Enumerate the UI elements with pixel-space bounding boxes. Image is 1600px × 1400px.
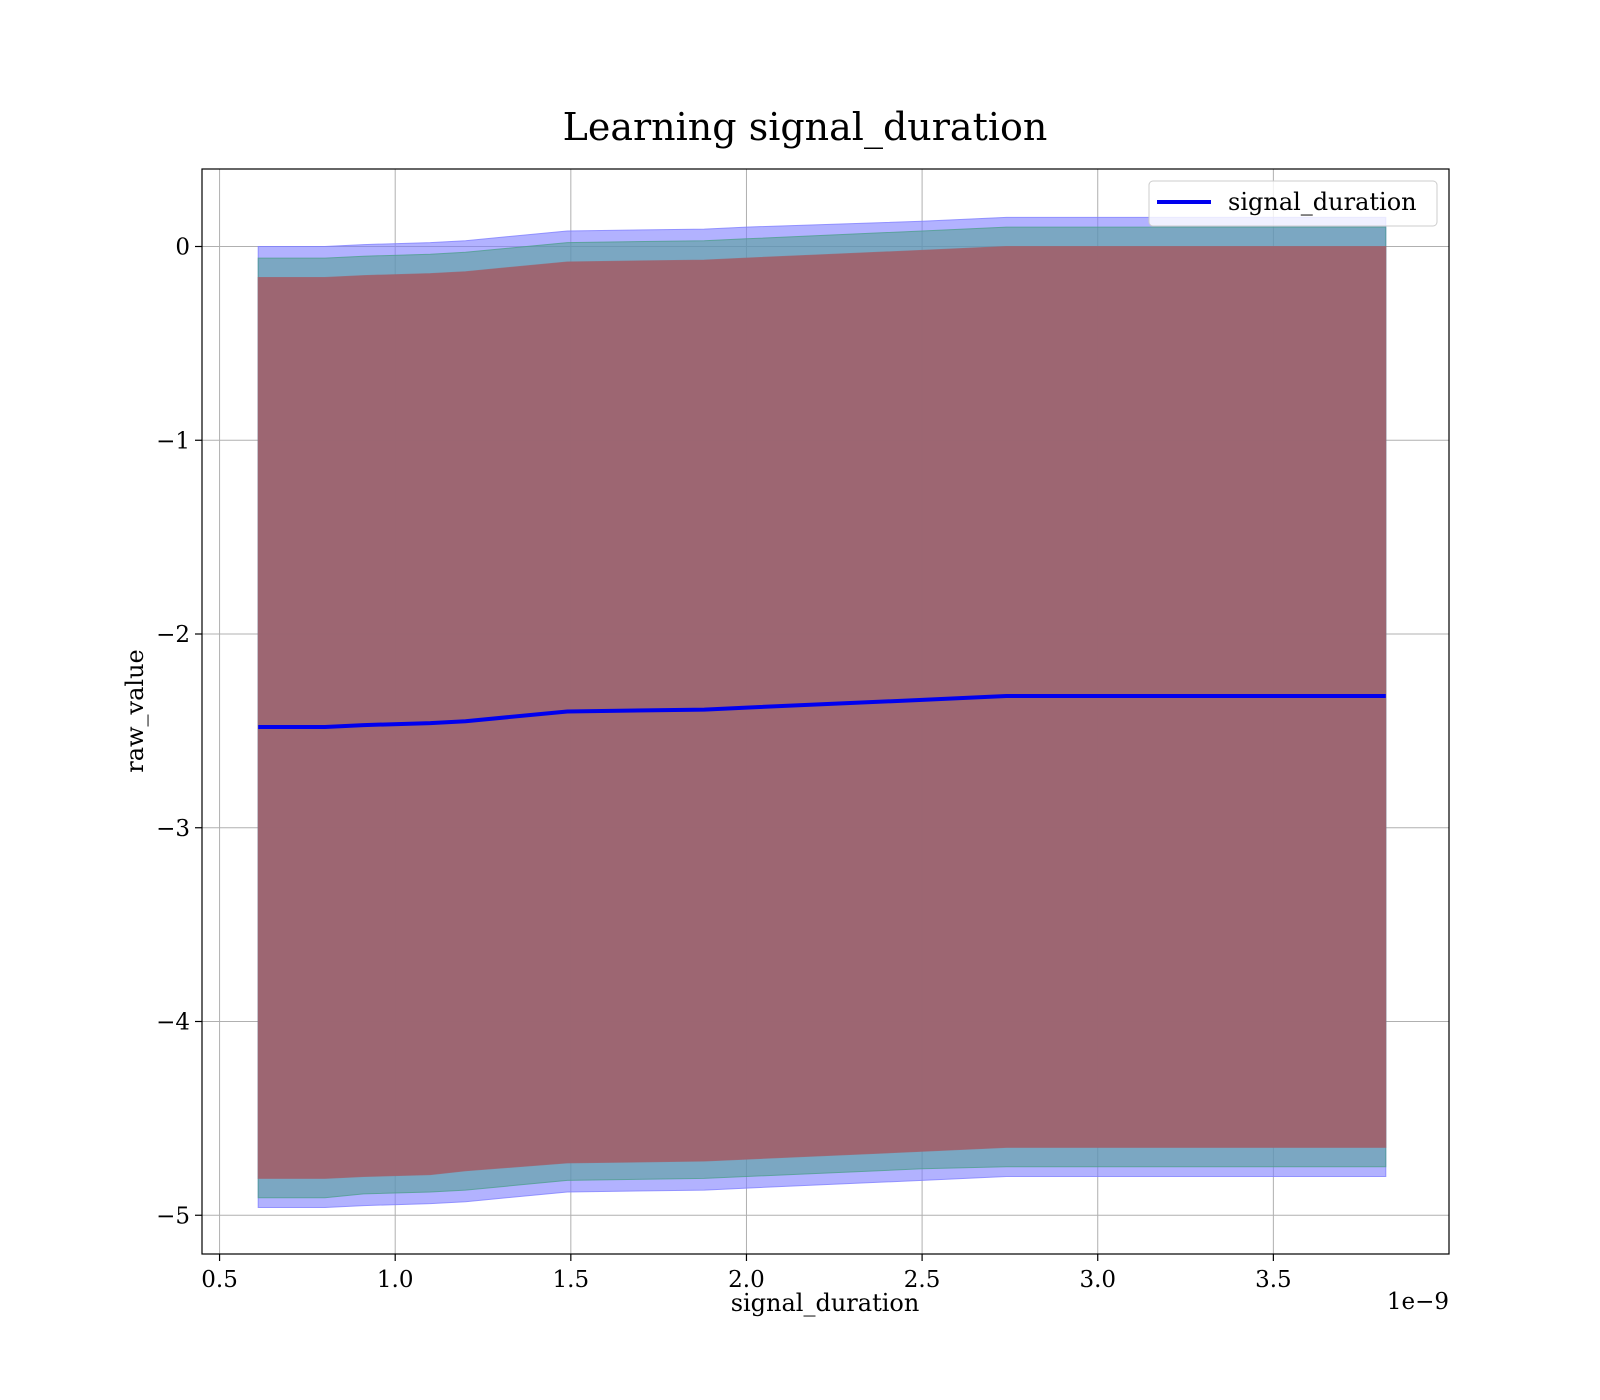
- legend-box: [1148, 180, 1438, 227]
- x-axis-label: signal_duration: [731, 1289, 920, 1317]
- y-tick-label: −4: [156, 1010, 190, 1036]
- chart-title: Learning signal_duration: [563, 105, 1048, 150]
- x-tick-label: 1.5: [553, 1267, 590, 1293]
- series-line: [258, 694, 1386, 729]
- legend: signal_duration: [1148, 180, 1438, 227]
- y-tick-label: −3: [156, 816, 190, 842]
- x-tick-label: 3.0: [1079, 1267, 1116, 1293]
- y-tick-label: −2: [156, 622, 190, 648]
- y-tick-label: −5: [156, 1203, 190, 1229]
- series-lines: [258, 694, 1386, 729]
- legend-label: signal_duration: [1228, 188, 1417, 216]
- confidence-bands: [257, 216, 1387, 1208]
- x-tick-label: 3.5: [1255, 1267, 1292, 1293]
- y-tick-label: 0: [175, 235, 190, 261]
- x-tick-label: 0.5: [201, 1267, 238, 1293]
- x-ticks: 0.5 1.0 1.5 2.0 2.5 3.0 3.5: [201, 1254, 1292, 1293]
- y-axis-label: raw_value: [121, 649, 149, 773]
- confidence-band: [257, 246, 1387, 1179]
- x-tick-label: 2.0: [728, 1267, 765, 1293]
- plot-frame: [201, 168, 1450, 1255]
- x-offset-label: 1e−9: [1387, 1289, 1449, 1315]
- y-ticks: 0 −1 −2 −3 −4 −5: [156, 235, 202, 1229]
- x-tick-label: 2.5: [904, 1267, 941, 1293]
- y-tick-label: −1: [156, 428, 190, 454]
- x-tick-label: 1.0: [377, 1267, 414, 1293]
